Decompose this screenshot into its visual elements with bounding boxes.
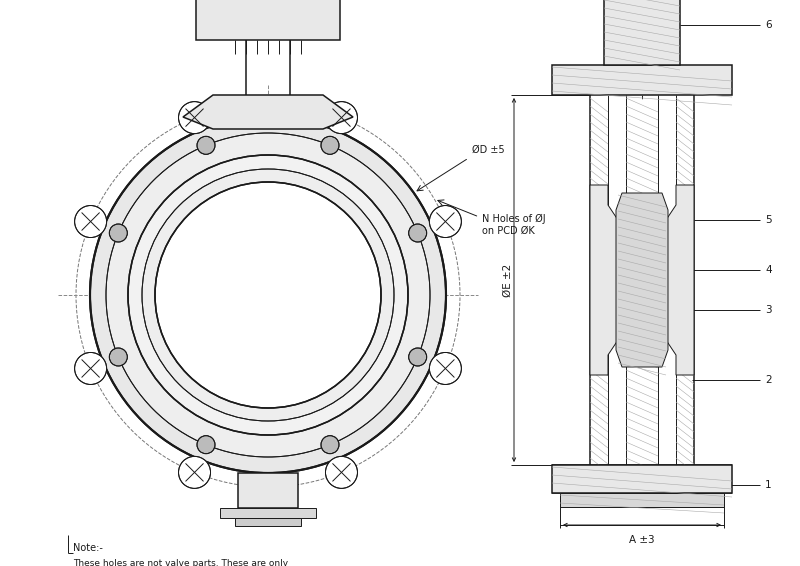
Circle shape [409,348,426,366]
Text: 5: 5 [765,215,772,225]
Text: Note:-: Note:- [73,543,103,553]
Text: 3: 3 [765,305,772,315]
Circle shape [430,205,462,238]
Circle shape [409,224,426,242]
Circle shape [155,182,381,408]
Text: 1: 1 [765,480,772,490]
Circle shape [142,169,394,421]
Circle shape [197,136,215,155]
Polygon shape [666,185,694,375]
Circle shape [74,353,106,384]
Circle shape [321,436,339,454]
Polygon shape [616,193,668,367]
Circle shape [430,353,462,384]
Text: ØE ±2: ØE ±2 [503,263,513,297]
Text: 4: 4 [765,265,772,275]
Circle shape [178,456,210,488]
Circle shape [106,133,430,457]
Circle shape [74,205,106,238]
Text: ØD ±5: ØD ±5 [472,145,505,155]
Bar [552,465,732,493]
Circle shape [326,456,358,488]
Bar [604,0,680,65]
Bar [552,65,732,95]
Polygon shape [590,185,618,375]
Circle shape [90,117,446,473]
Bar [238,473,298,508]
Text: These holes are not valve parts. These are only: These holes are not valve parts. These a… [73,559,288,566]
Circle shape [321,136,339,155]
Text: A ±3: A ±3 [629,535,655,545]
Bar [235,518,301,526]
Text: 2: 2 [765,375,772,385]
Circle shape [110,348,127,366]
Circle shape [110,224,127,242]
Circle shape [197,436,215,454]
Circle shape [128,155,408,435]
Bar [196,0,340,40]
Circle shape [326,102,358,134]
Polygon shape [183,95,353,129]
Text: N Holes of ØJ
on PCD ØK: N Holes of ØJ on PCD ØK [482,214,546,236]
Bar [560,493,724,507]
Text: 6: 6 [765,20,772,30]
Circle shape [178,102,210,134]
Bar [220,508,316,518]
